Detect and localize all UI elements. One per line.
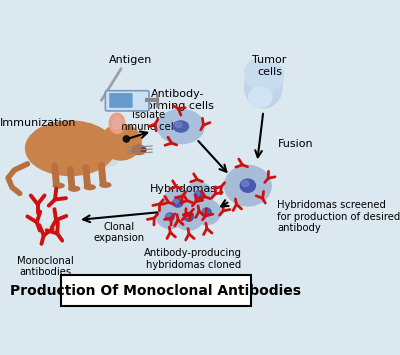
Ellipse shape: [173, 121, 188, 132]
Ellipse shape: [245, 67, 282, 108]
Ellipse shape: [192, 200, 220, 225]
Ellipse shape: [32, 155, 117, 169]
Ellipse shape: [167, 214, 171, 217]
Ellipse shape: [157, 205, 183, 229]
Ellipse shape: [254, 84, 273, 99]
Ellipse shape: [175, 122, 182, 127]
Ellipse shape: [101, 124, 141, 160]
Text: Tumor
cells: Tumor cells: [252, 55, 287, 77]
Ellipse shape: [248, 87, 272, 107]
Ellipse shape: [100, 182, 111, 187]
Ellipse shape: [84, 185, 95, 190]
Circle shape: [141, 148, 146, 152]
Ellipse shape: [202, 208, 211, 216]
Ellipse shape: [109, 113, 125, 133]
Ellipse shape: [195, 192, 200, 196]
Ellipse shape: [184, 213, 194, 221]
Ellipse shape: [173, 198, 183, 207]
Text: Hybridomas screened
for production of desired
antibody: Hybridomas screened for production of de…: [277, 200, 400, 233]
Ellipse shape: [158, 109, 204, 144]
Ellipse shape: [224, 165, 271, 206]
Ellipse shape: [185, 213, 189, 218]
Ellipse shape: [242, 181, 249, 187]
Ellipse shape: [112, 117, 122, 130]
FancyBboxPatch shape: [61, 275, 251, 306]
Ellipse shape: [174, 203, 204, 230]
Ellipse shape: [194, 191, 203, 199]
Ellipse shape: [185, 182, 213, 207]
Ellipse shape: [203, 209, 207, 213]
Ellipse shape: [245, 60, 266, 88]
Text: Antibody-
forming cells: Antibody- forming cells: [142, 89, 214, 111]
Circle shape: [123, 136, 130, 142]
Text: Monoclonal
antibodies: Monoclonal antibodies: [17, 256, 74, 277]
Text: Clonal
expansion: Clonal expansion: [93, 222, 144, 243]
Text: Immunization: Immunization: [0, 119, 76, 129]
FancyBboxPatch shape: [105, 91, 149, 111]
Ellipse shape: [132, 145, 146, 154]
Text: Production Of Monoclonal Antibodies: Production Of Monoclonal Antibodies: [10, 284, 302, 298]
Ellipse shape: [166, 213, 174, 220]
Text: Antibody-producing
hybridomas cloned: Antibody-producing hybridomas cloned: [144, 248, 242, 269]
Ellipse shape: [69, 186, 80, 191]
Text: Fusion: Fusion: [277, 140, 313, 149]
Ellipse shape: [26, 121, 115, 176]
Ellipse shape: [53, 183, 64, 188]
Ellipse shape: [174, 200, 178, 203]
Ellipse shape: [162, 190, 193, 216]
Text: Isolate
immune cells: Isolate immune cells: [115, 110, 182, 132]
FancyBboxPatch shape: [109, 93, 133, 108]
Ellipse shape: [259, 62, 284, 90]
Text: Hybridomas: Hybridomas: [150, 184, 217, 194]
Text: Antigen: Antigen: [109, 55, 153, 65]
Ellipse shape: [240, 179, 255, 192]
